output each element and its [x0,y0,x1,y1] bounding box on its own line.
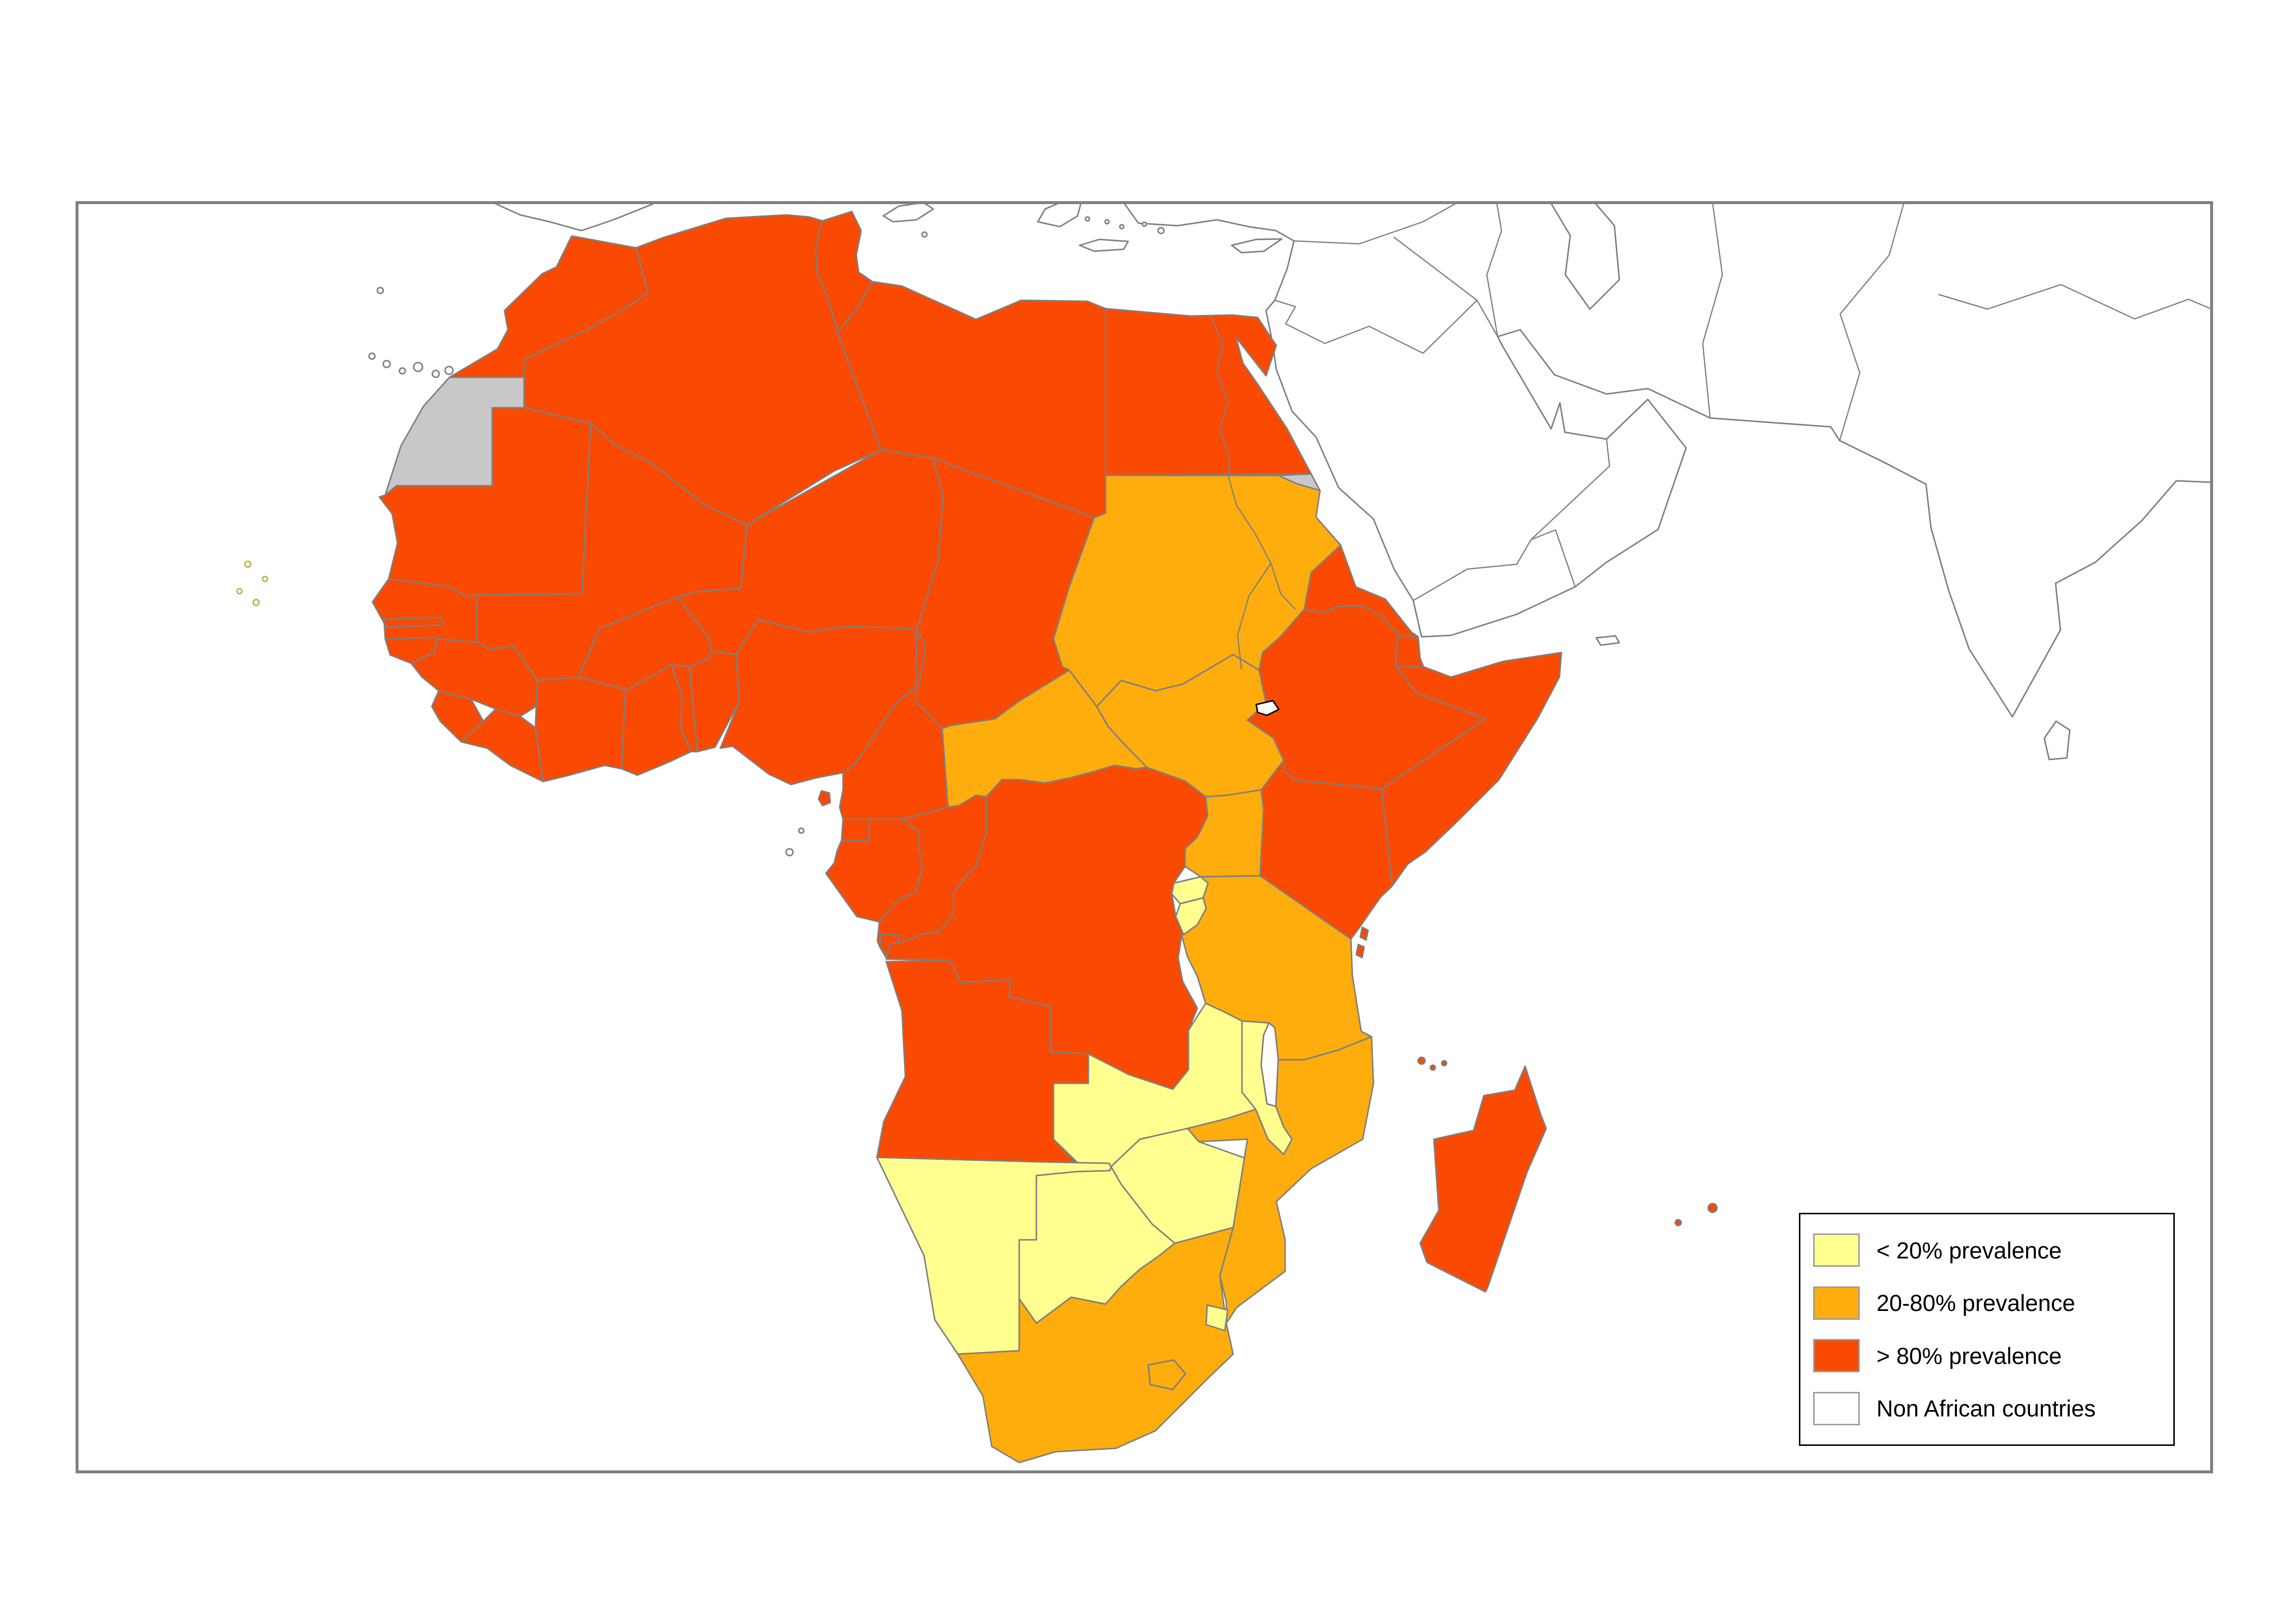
legend-swatch-gt80 [1813,1339,1860,1373]
legend-label-non-african: Non African countries [1876,1395,2096,1422]
legend-row-mid: 20-80% prevalence [1800,1286,2173,1320]
country-greece [1037,203,1082,228]
legend-row-lt20: < 20% prevalence [1800,1233,2173,1267]
country-cameroon [839,629,949,820]
country-equatorial-guinea [841,818,870,841]
country-swaziland [1205,1304,1229,1332]
mascarene-islands [1674,1203,1718,1227]
country-sicily [882,203,934,223]
map-frame [76,201,2213,1473]
country-somalia [1381,652,1562,887]
nile-river [1210,317,1296,670]
country-cyprus [1231,238,1283,254]
country-sri-lanka [2043,720,2071,760]
country-spain-portugal [492,203,655,232]
sao-tome-principe [785,827,805,857]
zanzibar-islands [1355,926,1369,959]
country-crete [1079,238,1129,252]
legend-row-non-african: Non African countries [1800,1391,2173,1425]
legend-label-20-80: 20-80% prevalence [1876,1290,2075,1316]
legend-row-gt80: > 80% prevalence [1800,1339,2173,1373]
country-namibia [876,1156,1112,1355]
aegean-islands [1084,216,1165,235]
country-cote-divoire [534,676,628,783]
country-south-africa [957,1227,1234,1464]
country-gambia [383,616,444,628]
legend: < 20% prevalence 20-80% prevalence > 80%… [1799,1213,2175,1446]
country-algeria [523,214,882,526]
african-countries [371,210,1718,1464]
legend-label-lt20: < 20% prevalence [1876,1237,2062,1263]
country-madagascar [1419,1065,1547,1293]
non-african-countries [236,203,2212,857]
island-bioko [818,790,831,807]
country-lesotho [1147,1359,1187,1390]
cape-verde-islands [236,560,268,606]
country-djibouti [1395,634,1425,668]
caspian-sea [1550,203,1620,310]
island-socotra [1595,635,1620,646]
disputed-border-area [1255,700,1280,716]
comoros-islands [1417,1056,1448,1071]
country-malta [921,231,928,238]
canary-islands [368,352,454,378]
legend-swatch-non-african [1813,1391,1860,1425]
legend-swatch-lt20 [1813,1233,1860,1267]
island-madeira [376,287,384,294]
asian-country-borders [1274,203,2212,602]
legend-swatch-20-80 [1813,1286,1860,1320]
legend-label-gt80: > 80% prevalence [1876,1342,2062,1369]
